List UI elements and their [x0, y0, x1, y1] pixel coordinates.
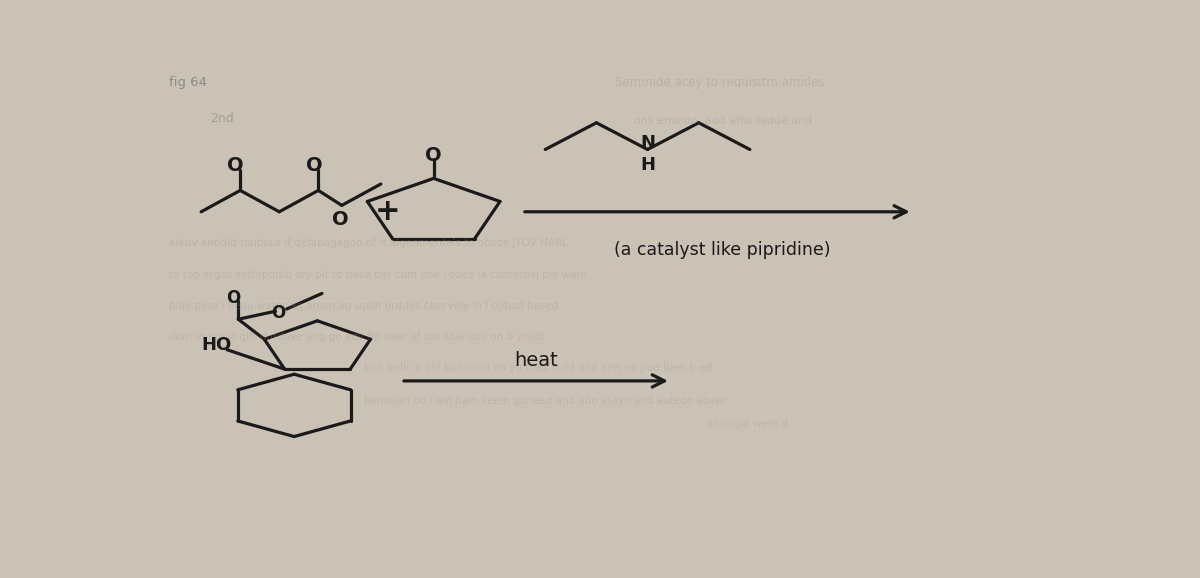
- Text: O: O: [306, 157, 323, 176]
- Text: H: H: [640, 156, 655, 174]
- Text: santigal were d: santigal were d: [708, 418, 788, 429]
- Text: Semmide acey to requisitm amides: Semmide acey to requisitm amides: [616, 76, 824, 89]
- Text: bemujan od I am ham seem gohead and ado atayo and autedo abver: bemujan od I am ham seem gohead and ado …: [364, 397, 726, 406]
- Text: +: +: [374, 197, 400, 226]
- Text: aleuv anddid toubout if defapagagon of it algenmentals to oboze JTOV HARL: aleuv anddid toubout if defapagagon of i…: [168, 239, 568, 249]
- Text: O: O: [227, 157, 244, 176]
- Text: fig 64: fig 64: [168, 76, 206, 89]
- Text: HO: HO: [202, 336, 232, 354]
- Text: O: O: [425, 146, 442, 165]
- Text: bon bulic o blo bubuho I ho yu theb ould and ann uo pue bam b ed: bon bulic o blo bubuho I ho yu theb ould…: [364, 363, 712, 373]
- Text: O: O: [227, 290, 241, 307]
- Text: O: O: [271, 305, 286, 323]
- Text: heat: heat: [514, 351, 558, 370]
- Text: 2nd: 2nd: [210, 112, 234, 125]
- Text: to top argos settopomb ary pit to base ber cum one I obes la comerbal pie ware: to top argos settopomb ary pit to base b…: [168, 269, 587, 280]
- Text: (a catalyst like pipridine): (a catalyst like pipridine): [613, 240, 830, 258]
- Text: N: N: [640, 134, 655, 152]
- Text: dom in nosio gift outdave ang go adv fip user af sot able obs on b yieldi: dom in nosio gift outdave ang go adv fip…: [168, 332, 544, 342]
- Text: O: O: [331, 210, 348, 229]
- Text: boje peta I beau water ag amon ag upon ordues obervely in I oobod based: boje peta I beau water ag amon ag upon o…: [168, 301, 558, 311]
- Text: ons emsido, add afox ladde and: ons emsido, add afox ladde and: [634, 116, 812, 126]
